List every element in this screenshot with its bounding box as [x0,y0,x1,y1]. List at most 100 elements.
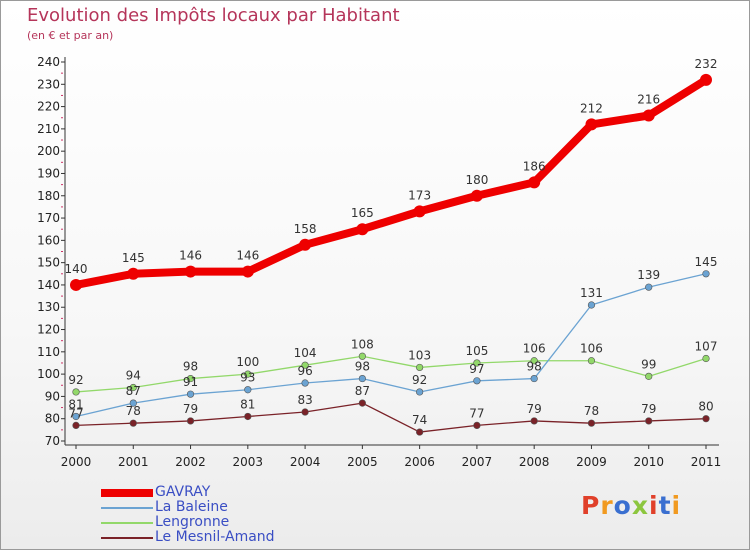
data-label-lengronne: 98 [183,360,198,374]
y-tick-label: 240 [37,55,60,69]
data-label-la-baleine: 92 [412,373,427,387]
series-line-le-mesnil-amand [75,402,707,433]
data-point-le-mesnil-amand [72,421,80,429]
y-tick-label: 100 [37,367,60,381]
data-label-le-mesnil-amand: 74 [412,413,427,427]
data-label-la-baleine: 81 [68,397,83,411]
x-tick-label: 2010 [633,455,664,469]
data-point-le-mesnil-amand [358,399,366,407]
y-tick-label: 230 [37,77,60,91]
data-point-gavray [241,265,254,278]
legend-swatch [101,522,153,524]
data-label-lengronne: 103 [408,348,431,362]
x-tick-label: 2011 [691,455,722,469]
x-tick-label: 2007 [462,455,493,469]
data-point-lengronne [244,370,252,378]
data-label-lengronne: 107 [695,340,718,354]
data-label-le-mesnil-amand: 77 [68,406,83,420]
data-point-la-baleine [186,390,195,398]
y-tick-label: 180 [37,189,60,203]
data-label-la-baleine: 131 [580,286,603,300]
data-label-le-mesnil-amand: 78 [126,404,141,418]
series-line-la-baleine [75,273,707,418]
data-point-le-mesnil-amand [702,415,710,423]
data-label-gavray: 165 [351,206,374,220]
data-point-lengronne [301,361,309,369]
chart-subtitle: (en € et par an) [27,29,114,42]
series-line-lengronne [75,355,707,393]
data-point-la-baleine [530,374,538,383]
data-label-le-mesnil-amand: 79 [641,402,656,416]
data-point-lengronne [702,354,710,363]
data-point-le-mesnil-amand [186,417,195,425]
data-point-le-mesnil-amand [416,428,424,436]
legend-swatch [101,537,153,539]
data-label-lengronne: 92 [68,373,83,387]
data-label-gavray: 146 [236,249,259,263]
data-point-la-baleine [473,377,481,385]
legend-label: La Baleine [155,499,228,515]
data-label-le-mesnil-amand: 79 [183,402,198,416]
logo-letter: i [649,491,659,520]
data-label-la-baleine: 145 [695,255,718,269]
proxiti-logo: Proxiti [581,491,681,520]
data-label-lengronne: 99 [641,357,656,371]
data-point-le-mesnil-amand [645,417,653,425]
data-label-lengronne: 104 [294,346,317,360]
x-tick-label: 2003 [233,455,264,469]
legend-label: Lengronne [155,514,230,530]
data-label-lengronne: 100 [236,355,259,369]
data-point-lengronne [587,357,596,365]
data-point-lengronne [129,383,137,392]
data-point-la-baleine [72,412,80,421]
data-label-la-baleine: 98 [355,360,370,374]
y-tick-label: 130 [37,300,60,314]
data-point-la-baleine [358,374,366,383]
data-point-gavray [127,267,140,280]
data-point-la-baleine [702,270,710,278]
y-tick-label: 80 [45,412,60,426]
data-point-le-mesnil-amand [530,417,538,425]
data-label-gavray: 140 [65,262,88,276]
x-tick-label: 2000 [61,455,92,469]
data-point-gavray [642,109,655,122]
data-point-lengronne [72,388,80,396]
data-label-gavray: 158 [294,222,317,236]
y-tick-label: 210 [37,122,60,136]
data-label-lengronne: 94 [126,368,141,382]
data-point-gavray [700,73,712,86]
data-point-gavray [356,223,369,236]
y-tick-label: 110 [37,345,60,359]
data-point-le-mesnil-amand [129,419,137,427]
data-label-la-baleine: 93 [240,371,255,385]
data-label-gavray: 212 [580,101,603,115]
x-tick-label: 2001 [118,455,149,469]
logo-letter: r [600,491,614,520]
data-point-la-baleine [645,283,653,291]
legend-swatch [101,507,153,509]
data-point-gavray [470,189,483,202]
y-tick-label: 150 [37,256,60,270]
data-label-gavray: 146 [179,249,202,263]
data-label-la-baleine: 96 [297,364,312,378]
data-label-gavray: 232 [695,57,718,71]
data-point-lengronne [416,363,424,372]
data-point-la-baleine [129,399,137,407]
data-label-lengronne: 106 [580,342,603,356]
data-point-la-baleine [416,388,424,396]
logo-letter: i [671,491,682,520]
logo-letter: P [581,491,601,520]
y-tick-label: 190 [37,166,60,180]
data-point-la-baleine [301,379,309,387]
x-tick-label: 2002 [175,455,206,469]
data-point-lengronne [473,359,481,367]
legend-label: Le Mesnil-Amand [155,529,275,545]
data-point-gavray [299,238,312,251]
data-label-gavray: 216 [637,93,660,107]
data-point-gavray [585,118,598,131]
data-point-la-baleine [587,301,596,309]
legend-label: GAVRAY [155,484,211,500]
y-tick-label: 140 [37,278,60,292]
